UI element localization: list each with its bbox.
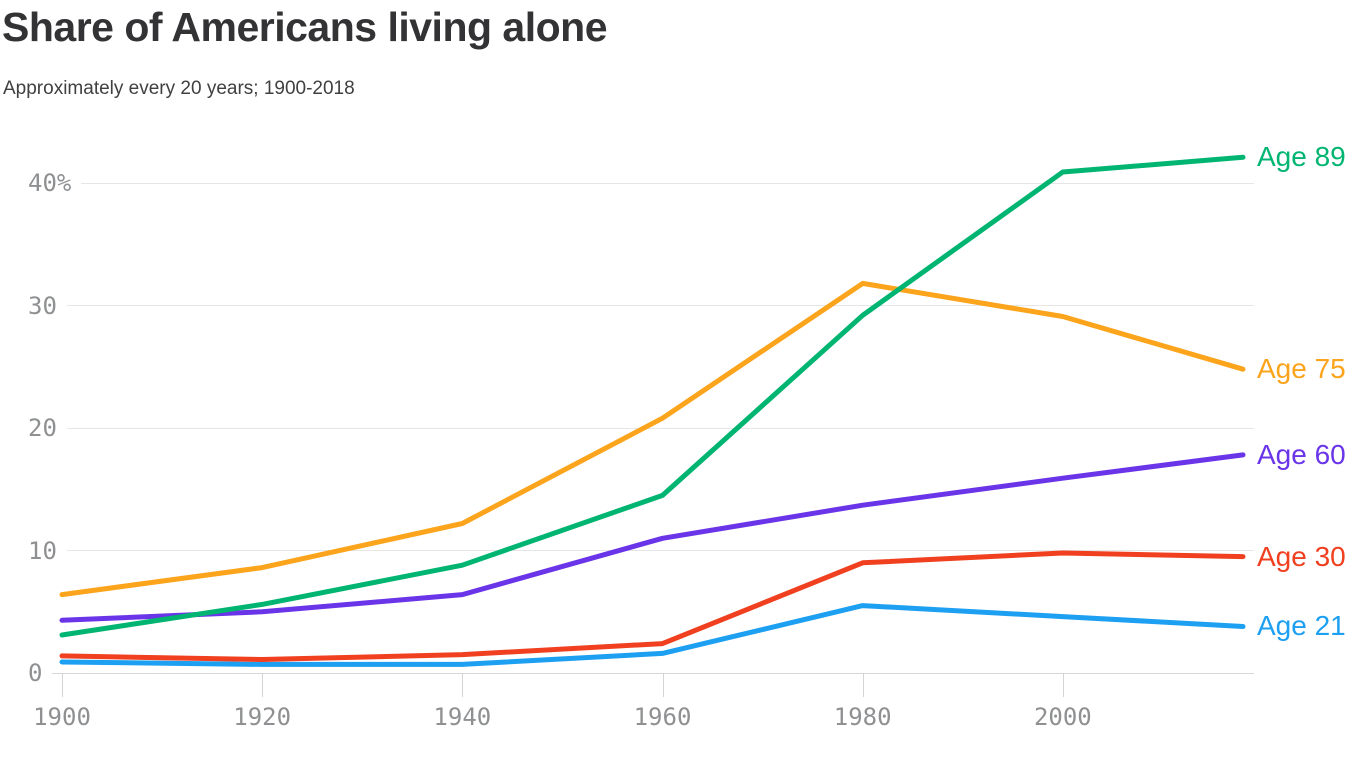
series-line-age-89: [59, 154, 1246, 638]
x-axis-tick-label: 1900: [33, 703, 91, 731]
legend-label-age-30: Age 30: [1257, 540, 1346, 572]
chart-subtitle: Approximately every 20 years; 1900-2018: [3, 78, 355, 99]
series-line-age-30: [59, 550, 1246, 662]
x-axis-tick: [62, 673, 63, 697]
x-axis-tick: [1062, 673, 1064, 697]
y-axis-tick-label: 0: [28, 659, 43, 687]
gridline-rule: [66, 550, 1254, 551]
gridline-rule: [52, 672, 1254, 674]
x-axis-tick: [262, 673, 264, 697]
x-axis-tick-label: 1980: [833, 703, 892, 731]
x-axis-tick: [662, 673, 664, 697]
gridline-rule: [66, 305, 1254, 306]
x-axis-tick: [462, 673, 464, 697]
series-line-age-60: [59, 452, 1246, 623]
y-axis-tick-label: 10: [28, 536, 57, 565]
gridline-rule: [66, 427, 1254, 429]
x-axis-tick-label: 1940: [433, 703, 492, 731]
chart-title: Share of Americans living alone: [2, 4, 608, 50]
x-axis-tick-label: 1920: [233, 703, 292, 731]
legend-label-age-21: Age 21: [1257, 610, 1346, 642]
gridline-rule: [81, 182, 1254, 184]
legend-label-age-75: Age 75: [1257, 353, 1346, 385]
y-axis-tick-label: 20: [28, 414, 57, 442]
y-axis-tick-label: 30: [28, 291, 57, 320]
x-axis-tick-label: 1960: [633, 703, 692, 731]
y-axis-tick-label: 40%: [28, 169, 72, 197]
series-line-age-21: [59, 603, 1246, 667]
x-axis-tick: [862, 673, 864, 697]
legend-label-age-60: Age 60: [1257, 438, 1346, 470]
series-line-age-75: [59, 280, 1246, 598]
legend-label-age-89: Age 89: [1257, 141, 1346, 173]
x-axis-tick-label: 2000: [1033, 703, 1092, 731]
